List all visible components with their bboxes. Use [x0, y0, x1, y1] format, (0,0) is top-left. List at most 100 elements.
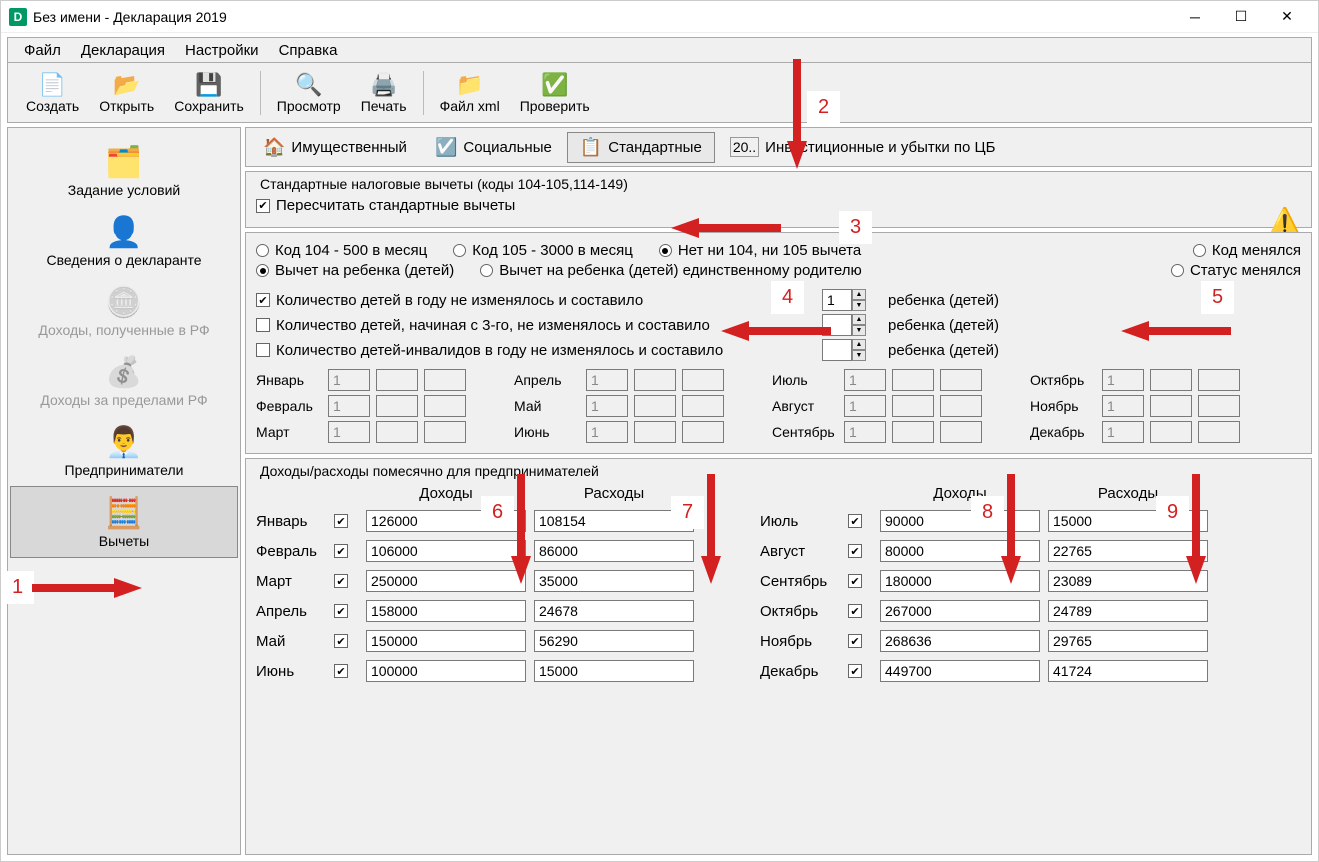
sidebar-deductions[interactable]: 🧮 Вычеты — [10, 486, 238, 558]
sidebar-conditions[interactable]: 🗂️ Задание условий — [8, 136, 240, 206]
children-from3-input[interactable] — [822, 314, 852, 336]
month-apr-3[interactable] — [682, 369, 724, 391]
month-apr-1[interactable] — [586, 369, 628, 391]
children-count-spinner[interactable]: ▲▼ — [822, 289, 866, 311]
month-oct-1[interactable] — [1102, 369, 1144, 391]
children-disabled-spinner[interactable]: ▲▼ — [822, 339, 866, 361]
tab-property[interactable]: 🏠Имущественный — [250, 132, 420, 163]
spin-up[interactable]: ▲ — [852, 314, 866, 325]
month-mar-2[interactable] — [376, 421, 418, 443]
month-aug-1[interactable] — [844, 395, 886, 417]
month-mar-3[interactable] — [424, 421, 466, 443]
children-from3-spinner[interactable]: ▲▼ — [822, 314, 866, 336]
radio-child-deduction[interactable] — [256, 264, 269, 277]
maximize-button[interactable]: ☐ — [1218, 1, 1264, 33]
tb-check[interactable]: ✅Проверить — [510, 70, 600, 116]
ie-income-input[interactable] — [880, 630, 1040, 652]
children-const-checkbox[interactable]: ✔ — [256, 293, 270, 307]
ie-income-input[interactable] — [366, 510, 526, 532]
tb-xml[interactable]: 📁Файл xml — [430, 70, 510, 116]
month-jun-3[interactable] — [682, 421, 724, 443]
spin-down[interactable]: ▼ — [852, 300, 866, 311]
ie-income-input[interactable] — [366, 630, 526, 652]
month-may-2[interactable] — [634, 395, 676, 417]
ie-checkbox[interactable]: ✔ — [848, 634, 862, 648]
ie-income-input[interactable] — [880, 510, 1040, 532]
ie-expense-input[interactable] — [1048, 660, 1208, 682]
ie-expense-input[interactable] — [1048, 630, 1208, 652]
ie-expense-input[interactable] — [534, 600, 694, 622]
ie-checkbox[interactable]: ✔ — [334, 544, 348, 558]
recalc-checkbox[interactable]: ✔ — [256, 199, 270, 213]
month-oct-3[interactable] — [1198, 369, 1240, 391]
ie-checkbox[interactable]: ✔ — [334, 664, 348, 678]
ie-checkbox[interactable]: ✔ — [334, 634, 348, 648]
month-jul-3[interactable] — [940, 369, 982, 391]
ie-income-input[interactable] — [880, 570, 1040, 592]
month-sep-1[interactable] — [844, 421, 886, 443]
ie-checkbox[interactable]: ✔ — [848, 604, 862, 618]
tab-social[interactable]: ☑️Социальные — [422, 132, 565, 163]
ie-expense-input[interactable] — [534, 540, 694, 562]
month-feb-2[interactable] — [376, 395, 418, 417]
month-sep-2[interactable] — [892, 421, 934, 443]
month-jul-2[interactable] — [892, 369, 934, 391]
spin-up[interactable]: ▲ — [852, 289, 866, 300]
month-nov-1[interactable] — [1102, 395, 1144, 417]
ie-expense-input[interactable] — [1048, 570, 1208, 592]
month-nov-3[interactable] — [1198, 395, 1240, 417]
menu-file[interactable]: Файл — [16, 40, 69, 61]
tb-open[interactable]: 📂Открыть — [89, 70, 164, 116]
sidebar-entrepreneur[interactable]: 👨‍💼 Предприниматели — [8, 416, 240, 486]
ie-income-input[interactable] — [366, 600, 526, 622]
month-mar-1[interactable] — [328, 421, 370, 443]
month-feb-3[interactable] — [424, 395, 466, 417]
ie-income-input[interactable] — [880, 540, 1040, 562]
tab-standard[interactable]: 📋Стандартные — [567, 132, 715, 163]
month-dec-1[interactable] — [1102, 421, 1144, 443]
menu-declaration[interactable]: Декларация — [73, 40, 173, 61]
ie-checkbox[interactable]: ✔ — [848, 664, 862, 678]
month-aug-2[interactable] — [892, 395, 934, 417]
month-jul-1[interactable] — [844, 369, 886, 391]
month-jan-3[interactable] — [424, 369, 466, 391]
children-disabled-checkbox[interactable] — [256, 343, 270, 357]
month-jun-2[interactable] — [634, 421, 676, 443]
ie-checkbox[interactable]: ✔ — [848, 514, 862, 528]
ie-expense-input[interactable] — [1048, 510, 1208, 532]
minimize-button[interactable]: ─ — [1172, 1, 1218, 33]
spin-up[interactable]: ▲ — [852, 339, 866, 350]
month-may-3[interactable] — [682, 395, 724, 417]
tb-preview[interactable]: 🔍Просмотр — [267, 70, 351, 116]
ie-checkbox[interactable]: ✔ — [334, 514, 348, 528]
month-may-1[interactable] — [586, 395, 628, 417]
month-feb-1[interactable] — [328, 395, 370, 417]
spin-down[interactable]: ▼ — [852, 350, 866, 361]
ie-checkbox[interactable]: ✔ — [334, 574, 348, 588]
ie-income-input[interactable] — [366, 570, 526, 592]
children-disabled-input[interactable] — [822, 339, 852, 361]
ie-expense-input[interactable] — [1048, 540, 1208, 562]
radio-child-single-parent[interactable] — [480, 264, 493, 277]
month-aug-3[interactable] — [940, 395, 982, 417]
month-nov-2[interactable] — [1150, 395, 1192, 417]
ie-expense-input[interactable] — [534, 570, 694, 592]
ie-income-input[interactable] — [366, 660, 526, 682]
spin-down[interactable]: ▼ — [852, 325, 866, 336]
month-jan-2[interactable] — [376, 369, 418, 391]
sidebar-income-abroad[interactable]: 💰 Доходы за пределами РФ — [8, 346, 240, 416]
month-oct-2[interactable] — [1150, 369, 1192, 391]
ie-income-input[interactable] — [366, 540, 526, 562]
month-dec-2[interactable] — [1150, 421, 1192, 443]
month-jun-1[interactable] — [586, 421, 628, 443]
ie-checkbox[interactable]: ✔ — [334, 604, 348, 618]
tb-print[interactable]: 🖨️Печать — [351, 70, 417, 116]
month-sep-3[interactable] — [940, 421, 982, 443]
radio-code-104[interactable] — [256, 244, 269, 257]
children-from3-checkbox[interactable] — [256, 318, 270, 332]
radio-status-changed[interactable] — [1171, 264, 1184, 277]
radio-code-changed[interactable] — [1193, 244, 1206, 257]
radio-no-code[interactable] — [659, 244, 672, 257]
menu-settings[interactable]: Настройки — [177, 40, 267, 61]
tb-create[interactable]: 📄Создать — [16, 70, 89, 116]
